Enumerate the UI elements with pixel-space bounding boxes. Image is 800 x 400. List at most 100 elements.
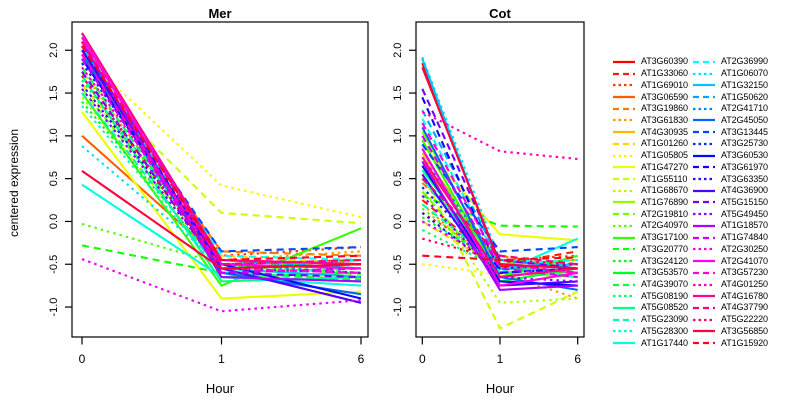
legend-label: AT1G01260 <box>641 138 688 149</box>
legend-entry: AT5G49450 <box>692 208 768 220</box>
legend-label: AT1G15920 <box>720 337 768 348</box>
legend-label: AT1G05805 <box>641 150 688 161</box>
series-line-AT1G06070 <box>421 56 578 266</box>
legend-entry: AT4G37790 <box>692 302 768 314</box>
series-line-AT1G69010 <box>81 62 362 257</box>
y-tick-label: 0.5 <box>48 171 60 186</box>
legend-label: AT1G50620 <box>720 91 768 102</box>
legend-entry: AT4G30935 <box>612 126 688 138</box>
y-tick-label: 2.0 <box>48 43 60 58</box>
legend-label: AT1G74840 <box>720 232 768 243</box>
panel-title-cot: Cot <box>489 6 511 21</box>
y-tick-label: -1.0 <box>392 298 404 317</box>
legend-line-sample <box>613 283 635 286</box>
panel-lines-mer <box>81 32 362 313</box>
legend-label: AT3G06590 <box>641 91 688 102</box>
series-line-AT1G47270 <box>421 143 578 242</box>
legend-label: AT3G13445 <box>720 126 768 137</box>
legend-entry: AT5G08520 <box>612 302 688 314</box>
y-tick-label: 1.5 <box>48 85 60 100</box>
x-axis-label-mer: Hour <box>205 381 235 396</box>
legend-entry: AT3G61830 <box>612 115 688 127</box>
legend-line-sample <box>613 259 635 263</box>
legend-entry: AT1G18570 <box>692 220 768 232</box>
legend-label: AT5G15150 <box>720 196 768 207</box>
legend-line-sample <box>692 107 715 110</box>
legend-line-sample <box>613 271 635 274</box>
series-line-AT1G50620 <box>81 41 362 270</box>
series-line-AT2G30250 <box>81 258 362 313</box>
legend-line-sample <box>613 213 635 216</box>
legend-entry: AT3G53570 <box>612 267 688 279</box>
y-tick-label: 0.0 <box>392 214 404 229</box>
legend-label: AT3G56850 <box>720 325 768 336</box>
x-tick-label: 1 <box>218 352 225 366</box>
series-line-AT4G37790 <box>81 41 362 266</box>
x-tick-label: 0 <box>79 352 86 366</box>
legend-label: AT1G06070 <box>720 68 768 79</box>
legend-line-sample <box>692 224 715 228</box>
series-line-AT3G60390 <box>421 62 578 274</box>
legend-label: AT1G32150 <box>720 79 768 90</box>
legend-label: AT2G41710 <box>720 103 768 114</box>
series-line-AT1G47270 <box>81 111 362 300</box>
x-axis-label-cot: Hour <box>485 381 515 396</box>
legend-line-sample <box>692 306 715 310</box>
legend-label: AT5G08520 <box>641 302 688 313</box>
legend-line-sample <box>613 224 635 228</box>
series-line-AT1G32150 <box>81 45 362 279</box>
legend-label: AT3G61830 <box>641 114 688 125</box>
legend-label: AT3G60530 <box>720 150 768 161</box>
legend-label: AT1G69010 <box>641 79 688 90</box>
legend-line-sample <box>692 154 715 157</box>
y-tick-label: 0.0 <box>48 214 60 229</box>
legend-label: AT1G18570 <box>720 220 768 231</box>
legend-line-sample <box>692 248 715 251</box>
legend-line-sample <box>613 342 635 345</box>
legend-line-sample <box>613 60 635 63</box>
legend-entry: AT2G30250 <box>692 244 768 256</box>
legend-line-sample <box>613 236 635 239</box>
legend-entry: AT3G57230 <box>692 267 768 279</box>
legend-label: AT5G08190 <box>641 290 688 301</box>
legend-entry: AT1G06070 <box>692 68 768 80</box>
legend-line-sample <box>692 95 715 99</box>
legend-entry: AT4G36900 <box>692 185 768 197</box>
legend-label: AT3G19860 <box>641 103 688 114</box>
series-line-AT3G57230 <box>81 53 362 274</box>
series-line-AT3G24120 <box>81 100 362 270</box>
legend-line-sample <box>613 306 635 310</box>
series-line-AT3G13445 <box>421 143 578 253</box>
series-line-AT4G37790 <box>421 177 578 266</box>
x-tick-label: 6 <box>574 352 581 366</box>
legend-entry: AT3G13445 <box>692 126 768 138</box>
legend-line-sample <box>692 236 715 239</box>
legend-line-sample <box>692 142 715 145</box>
legend-line-sample <box>613 142 635 145</box>
legend-line-sample <box>692 342 715 345</box>
legend-label: AT1G47270 <box>641 161 688 172</box>
legend-entry: AT1G32150 <box>692 79 768 91</box>
legend-line-sample <box>613 154 635 157</box>
legend-line-sample <box>692 213 715 216</box>
legend-entry: AT1G17440 <box>612 337 688 349</box>
legend-entry: AT2G41710 <box>692 103 768 115</box>
legend-label: AT5G23090 <box>641 314 688 325</box>
panel-title-mer: Mer <box>208 6 232 21</box>
legend-entry: AT1G05805 <box>612 150 688 162</box>
series-line-AT3G57230 <box>421 122 578 274</box>
series-line-AT5G28300 <box>81 105 362 274</box>
legend-label: AT3G60390 <box>641 56 688 67</box>
legend-line-sample <box>692 60 715 63</box>
series-line-AT4G30935 <box>81 53 362 270</box>
legend-line-sample <box>692 330 715 333</box>
legend-label: AT1G55110 <box>641 173 688 184</box>
series-line-AT2G36990 <box>81 49 362 262</box>
legend-entry: AT5G15150 <box>692 197 768 209</box>
legend-entry: AT1G01260 <box>612 138 688 150</box>
x-tick-label: 6 <box>358 352 365 366</box>
series-line-AT1G15920 <box>81 45 362 262</box>
legend-entry: AT2G36990 <box>692 56 768 68</box>
legend-label: AT3G17100 <box>641 232 688 243</box>
